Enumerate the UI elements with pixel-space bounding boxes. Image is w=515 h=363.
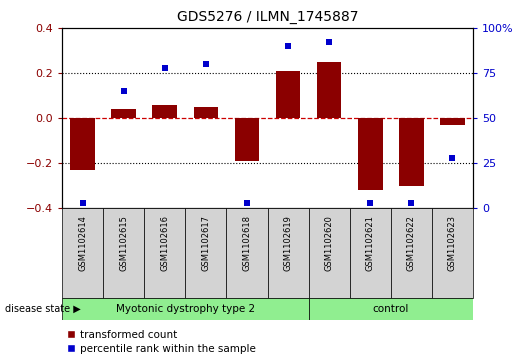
Point: [284, 43, 292, 49]
Text: GSM1102617: GSM1102617: [201, 215, 210, 271]
Text: disease state ▶: disease state ▶: [5, 304, 81, 314]
Bar: [308, 208, 350, 298]
Point: [243, 200, 251, 205]
Bar: [308, 298, 473, 320]
Bar: [267, 208, 308, 298]
Point: [407, 200, 416, 205]
Text: GSM1102614: GSM1102614: [78, 215, 87, 271]
Bar: [358, 118, 383, 190]
Title: GDS5276 / ILMN_1745887: GDS5276 / ILMN_1745887: [177, 10, 358, 24]
Bar: [111, 109, 136, 118]
Text: GSM1102615: GSM1102615: [119, 215, 128, 271]
Point: [78, 200, 87, 205]
Point: [161, 65, 169, 70]
Bar: [440, 118, 465, 125]
Text: control: control: [373, 304, 409, 314]
Point: [202, 61, 210, 67]
Bar: [185, 208, 227, 298]
Text: GSM1102623: GSM1102623: [448, 215, 457, 271]
Text: GSM1102620: GSM1102620: [324, 215, 334, 271]
Point: [366, 200, 374, 205]
Bar: [235, 118, 259, 161]
Bar: [432, 208, 473, 298]
Bar: [62, 298, 308, 320]
Bar: [62, 208, 103, 298]
Bar: [144, 208, 185, 298]
Bar: [391, 208, 432, 298]
Bar: [317, 62, 341, 118]
Text: GSM1102621: GSM1102621: [366, 215, 375, 271]
Bar: [70, 118, 95, 170]
Point: [325, 40, 333, 45]
Text: Myotonic dystrophy type 2: Myotonic dystrophy type 2: [116, 304, 255, 314]
Bar: [152, 105, 177, 118]
Text: GSM1102616: GSM1102616: [160, 215, 169, 271]
Bar: [227, 208, 267, 298]
Bar: [194, 107, 218, 118]
Bar: [350, 208, 391, 298]
Text: GSM1102618: GSM1102618: [243, 215, 251, 271]
Point: [119, 88, 128, 94]
Bar: [399, 118, 424, 185]
Text: GSM1102619: GSM1102619: [284, 215, 293, 271]
Bar: [103, 208, 144, 298]
Text: GSM1102622: GSM1102622: [407, 215, 416, 271]
Point: [449, 155, 457, 160]
Bar: [276, 71, 300, 118]
Legend: transformed count, percentile rank within the sample: transformed count, percentile rank withi…: [67, 330, 255, 354]
